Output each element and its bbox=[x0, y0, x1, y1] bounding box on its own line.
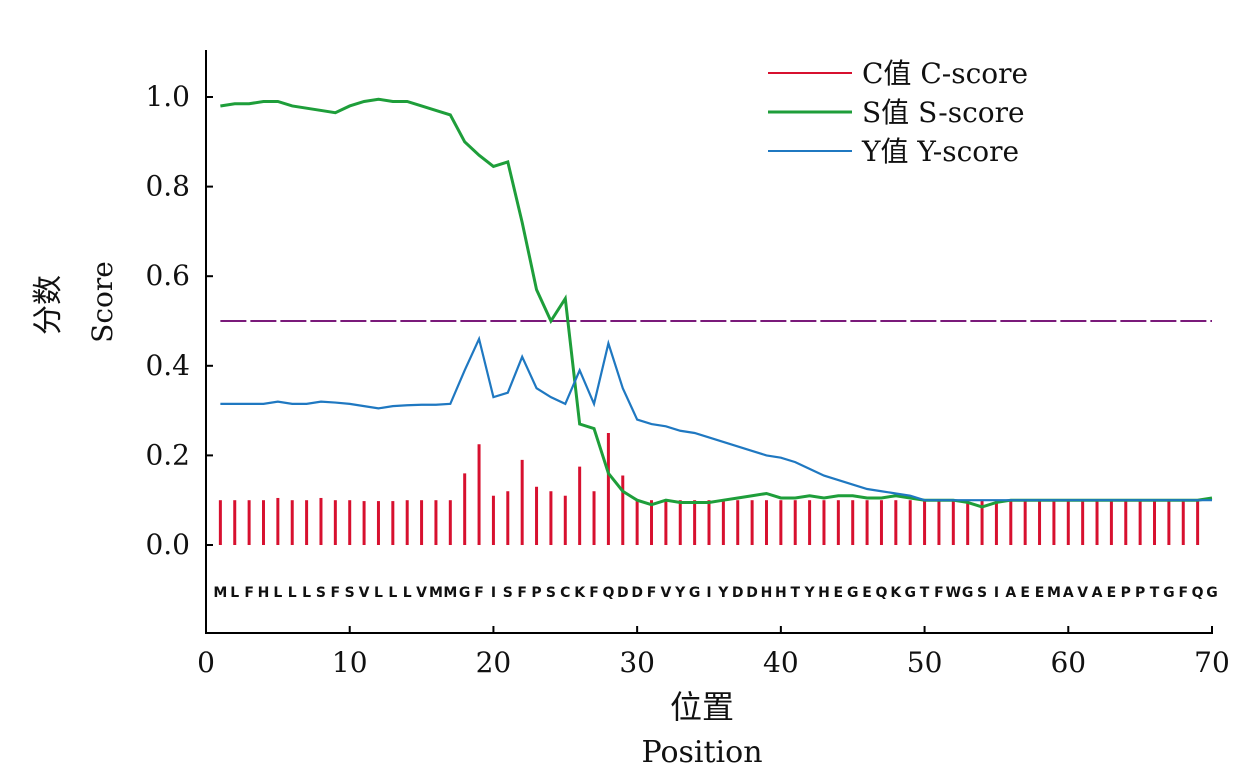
x-axis-label: Position bbox=[641, 735, 762, 770]
sequence-residue: G bbox=[904, 585, 916, 601]
sequence-residue: Q bbox=[602, 585, 614, 601]
legend-label: C值 C-score bbox=[862, 57, 1028, 90]
sequence-residue: P bbox=[1121, 585, 1131, 601]
sequence-residue: D bbox=[617, 585, 629, 601]
x-tick-label: 40 bbox=[763, 646, 799, 679]
sequence-residue: A bbox=[1092, 585, 1103, 601]
sequence-residue: T bbox=[790, 585, 800, 601]
y-tick-label: 0.2 bbox=[145, 438, 190, 471]
sequence-residue: G bbox=[1206, 585, 1218, 601]
sequence-residue: G bbox=[1163, 585, 1175, 601]
sequence-residue: A bbox=[1005, 585, 1016, 601]
sequence-residue: P bbox=[531, 585, 541, 601]
sequence-residue: E bbox=[1035, 585, 1045, 601]
sequence-residue: V bbox=[416, 585, 427, 601]
sequence-residue: M bbox=[213, 585, 227, 601]
sequence-residue: G bbox=[459, 585, 471, 601]
sequence-residue: G bbox=[689, 585, 701, 601]
y-axis-label-cn: 分数 bbox=[31, 275, 66, 335]
sequence-residue: I bbox=[491, 585, 496, 601]
x-tick-label: 10 bbox=[332, 646, 368, 679]
sequence-residue: M bbox=[429, 585, 443, 601]
sequence-residue: S bbox=[503, 585, 513, 601]
sequence-residue: F bbox=[244, 585, 254, 601]
x-tick-label: 70 bbox=[1194, 646, 1230, 679]
y-tick-label: 1.0 bbox=[145, 80, 190, 113]
y-tick-label: 0.0 bbox=[145, 528, 190, 561]
sequence-residue: H bbox=[258, 585, 270, 601]
sequence-residue: S bbox=[977, 585, 987, 601]
sequence-residue: E bbox=[1020, 585, 1030, 601]
sequence-residue: I bbox=[994, 585, 999, 601]
legend-label: S值 S-score bbox=[862, 96, 1025, 129]
legend-label: Y值 Y-score bbox=[861, 135, 1019, 168]
sequence-residue: S bbox=[546, 585, 556, 601]
s-score-line bbox=[220, 97, 1213, 509]
sequence-residue: T bbox=[1150, 585, 1160, 601]
sequence-residue: W bbox=[946, 585, 961, 601]
sequence-residue: I bbox=[706, 585, 711, 601]
sequence-residue: E bbox=[862, 585, 872, 601]
sequence-residue: E bbox=[834, 585, 844, 601]
sequence-residue: M bbox=[1047, 585, 1061, 601]
sequence-residue: D bbox=[631, 585, 643, 601]
sequence-residue: E bbox=[1107, 585, 1117, 601]
sequence-residue: H bbox=[818, 585, 830, 601]
sequence-residue: P bbox=[1135, 585, 1145, 601]
y-tick-label: 0.6 bbox=[145, 259, 190, 292]
x-tick-label: 50 bbox=[907, 646, 943, 679]
sequence-residue: V bbox=[660, 585, 671, 601]
legend: C值 C-score S值 S-score Y值 Y-score bbox=[768, 57, 1028, 168]
sequence-residue: M bbox=[443, 585, 457, 601]
sequence-residue: L bbox=[403, 585, 412, 601]
y-tick-label: 0.8 bbox=[145, 170, 190, 203]
sequence-residue: Y bbox=[674, 585, 686, 601]
sequence-residue: L bbox=[273, 585, 282, 601]
x-tick-label: 30 bbox=[619, 646, 655, 679]
sequence-residue: D bbox=[732, 585, 744, 601]
sequence-residue: Y bbox=[717, 585, 729, 601]
sequence-residue: T bbox=[920, 585, 930, 601]
sequence-residue: L bbox=[230, 585, 239, 601]
sequence-residue: V bbox=[1077, 585, 1088, 601]
y-tick-label: 0.4 bbox=[145, 349, 190, 382]
sequence-residue: F bbox=[589, 585, 599, 601]
sequence-residue: F bbox=[647, 585, 657, 601]
sequence-residue: L bbox=[388, 585, 397, 601]
y-axis-label: Score bbox=[86, 261, 119, 343]
sequence-residue: F bbox=[331, 585, 341, 601]
x-tick-label: 0 bbox=[197, 646, 215, 679]
sequence-residue: G bbox=[962, 585, 974, 601]
sequence-residue: K bbox=[890, 585, 902, 601]
sequence-residue: S bbox=[345, 585, 355, 601]
sequence-residue: L bbox=[374, 585, 383, 601]
sequence-residue: V bbox=[359, 585, 370, 601]
sequence-residue: A bbox=[1063, 585, 1074, 601]
sequence-residue: F bbox=[474, 585, 484, 601]
sequence-residue: L bbox=[288, 585, 297, 601]
sequence-residue: F bbox=[934, 585, 944, 601]
x-axis-label-cn: 位置 bbox=[670, 688, 734, 726]
sequence-residue: Q bbox=[1192, 585, 1204, 601]
x-tick-label: 60 bbox=[1050, 646, 1086, 679]
sequence-residue: F bbox=[1178, 585, 1188, 601]
y-score-line bbox=[220, 335, 1212, 502]
sequence-residue: D bbox=[746, 585, 758, 601]
sequence-residue: C bbox=[560, 585, 570, 601]
sequence-residue: Y bbox=[804, 585, 816, 601]
sequence-residue: G bbox=[847, 585, 859, 601]
x-tick-label: 20 bbox=[476, 646, 512, 679]
sequence-residue: K bbox=[574, 585, 586, 601]
sequence-residue: H bbox=[761, 585, 773, 601]
sequence-residue: L bbox=[302, 585, 311, 601]
sequence-residue: F bbox=[517, 585, 527, 601]
sequence-residue: H bbox=[775, 585, 787, 601]
sequence-residue: Q bbox=[876, 585, 888, 601]
sequence-residue: S bbox=[316, 585, 326, 601]
